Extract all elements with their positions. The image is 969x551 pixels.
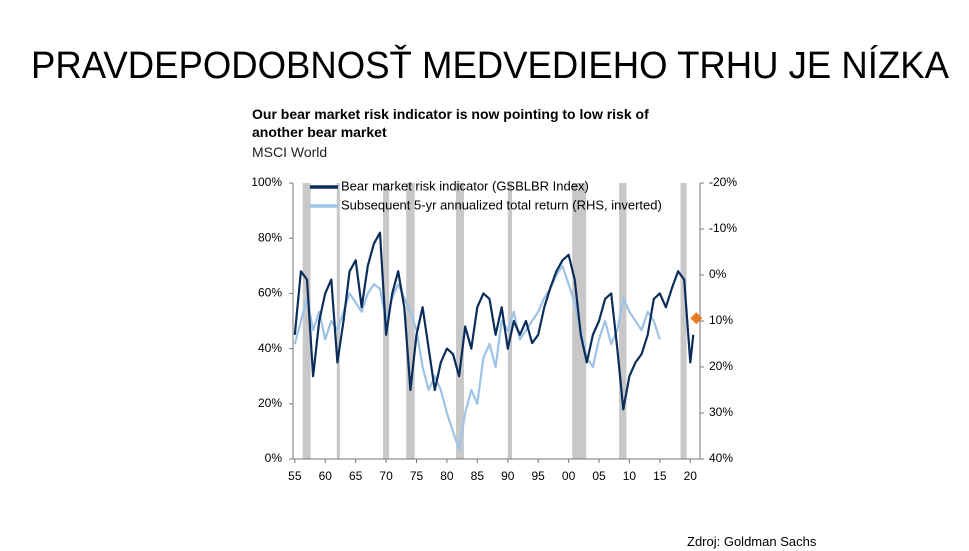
y2-tick-label: 40% — [709, 451, 733, 465]
y2-tick-label: 30% — [709, 405, 733, 419]
x-tick-label: 75 — [410, 469, 424, 483]
x-tick-label: 55 — [288, 469, 302, 483]
recession-band — [336, 183, 340, 459]
recession-band — [619, 183, 627, 459]
x-tick-label: 65 — [349, 469, 363, 483]
y-tick-label: 0% — [265, 451, 283, 465]
y-tick-label: 100% — [251, 175, 282, 189]
x-tick-label: 95 — [531, 469, 545, 483]
series-line — [293, 231, 695, 411]
chart-title: Our bear market risk indicator is now po… — [252, 106, 649, 140]
source: Zdroj: Goldman Sachs — [687, 534, 817, 549]
x-tick-label: 15 — [653, 469, 667, 483]
chart-subtitle: MSCI World — [252, 144, 328, 160]
recession-band — [302, 183, 311, 459]
x-tick-label: 60 — [319, 469, 333, 483]
recession-band — [406, 183, 415, 459]
x-tick-label: 80 — [440, 469, 454, 483]
y-tick-label: 80% — [258, 230, 282, 244]
x-tick-label: 90 — [501, 469, 515, 483]
slide-title: PRAVDEPODOBNOSŤ MEDVEDIEHO TRHU JE NÍZKA — [31, 44, 950, 87]
x-tick-label: 10 — [623, 469, 637, 483]
y2-tick-label: -10% — [709, 221, 737, 235]
legend-label: Bear market risk indicator (GSBLBR Index… — [341, 178, 589, 193]
x-tick-label: 00 — [562, 469, 576, 483]
y-tick-label: 40% — [258, 341, 282, 355]
y2-tick-label: -20% — [709, 175, 737, 189]
y-tick-label: 20% — [258, 396, 282, 410]
x-tick-label: 85 — [471, 469, 485, 483]
y2-tick-label: 0% — [709, 267, 727, 281]
legend-label: Subsequent 5-yr annualized total return … — [341, 197, 662, 212]
marker — [690, 312, 703, 325]
x-tick-label: 20 — [684, 469, 698, 483]
y2-tick-label: 10% — [709, 313, 733, 327]
x-tick-label: 05 — [592, 469, 606, 483]
recession-band — [680, 183, 687, 459]
recession-band — [456, 183, 464, 459]
x-tick-label: 70 — [379, 469, 393, 483]
y2-tick-label: 20% — [709, 359, 733, 373]
series-line — [293, 264, 661, 451]
y-tick-label: 60% — [258, 286, 282, 300]
